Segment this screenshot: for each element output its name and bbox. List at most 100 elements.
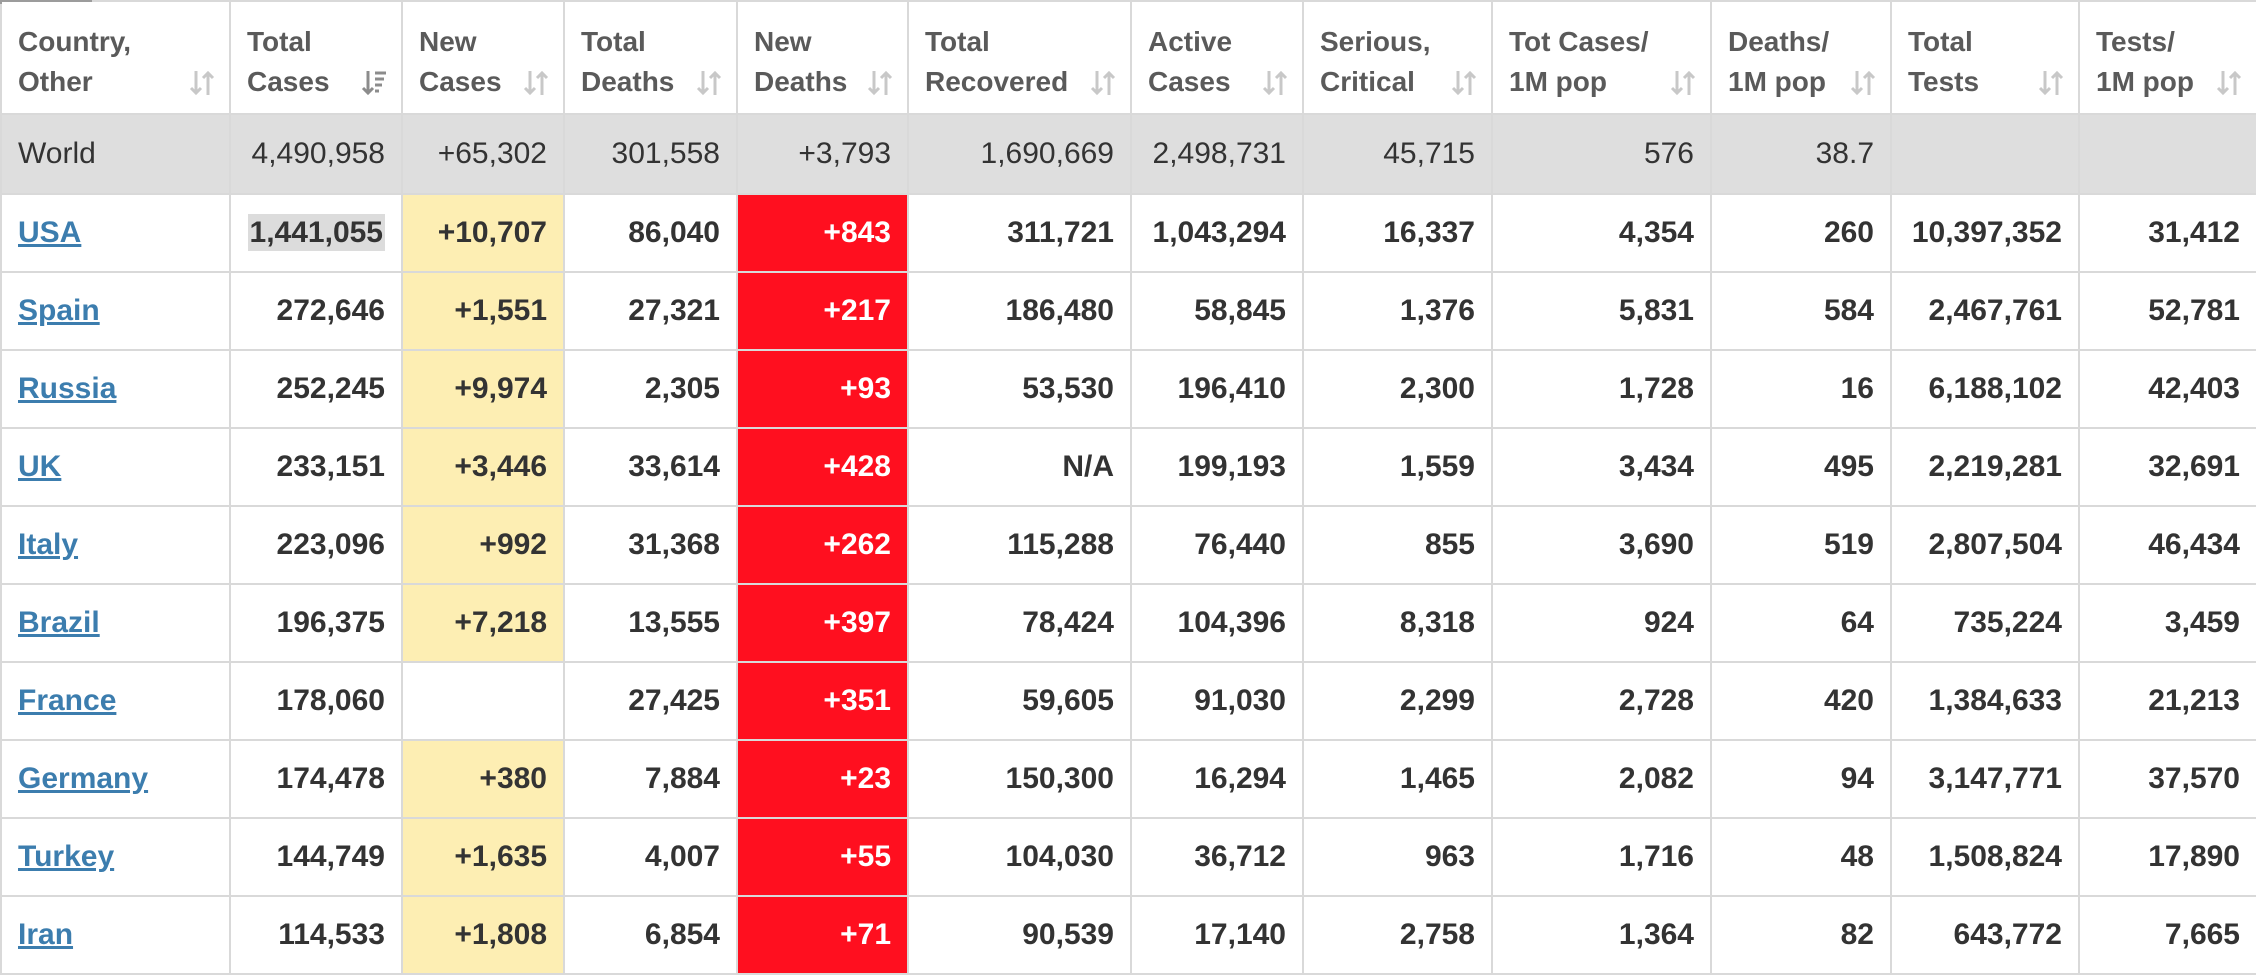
active-cases-cell: 36,712 — [1130, 817, 1304, 897]
total-tests-cell: 1,384,633 — [1890, 661, 2080, 741]
total-deaths-cell: 7,884 — [563, 739, 738, 819]
new-deaths-cell: +3,793 — [736, 113, 909, 195]
column-header-label: Total Tests — [1908, 26, 1980, 97]
total-recovered-cell: 1,690,669 — [907, 113, 1132, 195]
sort-icon[interactable] — [1670, 67, 1696, 99]
column-header-total-recovered[interactable]: Total Recovered — [907, 0, 1132, 115]
tests-per-1m-cell — [2078, 113, 2256, 195]
country-link[interactable]: France — [18, 684, 117, 717]
sort-icon[interactable] — [1850, 67, 1876, 99]
cases-per-1m-cell: 5,831 — [1491, 271, 1712, 351]
header-row: Country, Other Total Cases New Cases Tot… — [0, 0, 2256, 115]
column-header-label: New Deaths — [754, 26, 848, 97]
country-link[interactable]: Italy — [18, 528, 79, 561]
column-header-serious-critical[interactable]: Serious, Critical — [1302, 0, 1493, 115]
total-cases-cell: 178,060 — [229, 661, 403, 741]
deaths-per-1m-cell: 64 — [1710, 583, 1892, 663]
deaths-per-1m-cell: 48 — [1710, 817, 1892, 897]
tests-per-1m-cell: 46,434 — [2078, 505, 2256, 585]
tests-per-1m-cell: 52,781 — [2078, 271, 2256, 351]
tests-per-1m-cell: 37,570 — [2078, 739, 2256, 819]
country-link[interactable]: Spain — [18, 294, 100, 327]
country-link[interactable]: USA — [18, 216, 82, 249]
column-header-label: Active Cases — [1148, 26, 1233, 97]
total-recovered-cell: 150,300 — [907, 739, 1132, 819]
country-link[interactable]: Russia — [18, 372, 117, 405]
country-link[interactable]: UK — [18, 450, 62, 483]
column-header-tests-per-1m[interactable]: Tests/ 1M pop — [2078, 0, 2256, 115]
deaths-per-1m-cell: 16 — [1710, 349, 1892, 429]
new-cases-cell: +7,218 — [401, 583, 565, 663]
table-row: Turkey 144,749 +1,635 4,007 +55 104,030 36,712… — [0, 817, 2256, 897]
tests-per-1m-cell: 31,412 — [2078, 193, 2256, 273]
country-link[interactable]: Iran — [18, 918, 74, 951]
table-row: USA 1,441,055 +10,707 86,040 +843 311,721 1,04… — [0, 193, 2256, 273]
total-recovered-cell: 90,539 — [907, 895, 1132, 975]
table-row: Russia 252,245 +9,974 2,305 +93 53,530 196,410… — [0, 349, 2256, 429]
country-cell: USA — [0, 193, 231, 273]
country-link[interactable]: Brazil — [18, 606, 100, 639]
new-cases-cell: +992 — [401, 505, 565, 585]
sort-icon[interactable] — [523, 67, 549, 99]
deaths-per-1m-cell: 584 — [1710, 271, 1892, 351]
new-cases-cell: +380 — [401, 739, 565, 819]
sort-icon[interactable] — [2216, 67, 2242, 99]
table-body: World 4,490,958 +65,302 301,558 +3,793 1… — [0, 113, 2256, 975]
deaths-per-1m-cell: 519 — [1710, 505, 1892, 585]
total-recovered-cell: 115,288 — [907, 505, 1132, 585]
column-header-total-cases[interactable]: Total Cases — [229, 0, 403, 115]
world-total-row: World 4,490,958 +65,302 301,558 +3,793 1… — [0, 113, 2256, 195]
country-link[interactable]: Germany — [18, 762, 149, 795]
active-cases-cell: 104,396 — [1130, 583, 1304, 663]
total-deaths-cell: 13,555 — [563, 583, 738, 663]
sort-icon[interactable] — [867, 67, 893, 99]
deaths-per-1m-cell: 38.7 — [1710, 113, 1892, 195]
total-deaths-cell: 4,007 — [563, 817, 738, 897]
active-cases-cell: 91,030 — [1130, 661, 1304, 741]
cases-per-1m-cell: 3,690 — [1491, 505, 1712, 585]
serious-critical-cell: 1,376 — [1302, 271, 1493, 351]
total-tests-cell: 735,224 — [1890, 583, 2080, 663]
total-deaths-cell: 86,040 — [563, 193, 738, 273]
total-recovered-cell: 59,605 — [907, 661, 1132, 741]
total-cases-cell: 4,490,958 — [229, 113, 403, 195]
new-cases-cell: +3,446 — [401, 427, 565, 507]
column-header-total-tests[interactable]: Total Tests — [1890, 0, 2080, 115]
new-deaths-cell: +93 — [736, 349, 909, 429]
country-link[interactable]: Turkey — [18, 840, 115, 873]
cases-per-1m-cell: 1,728 — [1491, 349, 1712, 429]
cases-per-1m-cell: 1,716 — [1491, 817, 1712, 897]
column-header-deaths-per-1m[interactable]: Deaths/ 1M pop — [1710, 0, 1892, 115]
column-header-active-cases[interactable]: Active Cases — [1130, 0, 1304, 115]
sort-icon[interactable] — [1090, 67, 1116, 99]
sort-icon[interactable] — [1262, 67, 1288, 99]
sort-icon[interactable] — [2038, 67, 2064, 99]
column-header-label: Deaths/ 1M pop — [1728, 26, 1830, 97]
column-header-label: Serious, Critical — [1320, 26, 1431, 97]
active-cases-cell: 16,294 — [1130, 739, 1304, 819]
serious-critical-cell: 1,465 — [1302, 739, 1493, 819]
total-cases-cell: 144,749 — [229, 817, 403, 897]
column-header-total-deaths[interactable]: Total Deaths — [563, 0, 738, 115]
sort-icon[interactable] — [1451, 67, 1477, 99]
column-header-new-cases[interactable]: New Cases — [401, 0, 565, 115]
tests-per-1m-cell: 21,213 — [2078, 661, 2256, 741]
column-header-label: Total Cases — [247, 26, 330, 97]
country-cell: Russia — [0, 349, 231, 429]
country-cell: Brazil — [0, 583, 231, 663]
column-header-new-deaths[interactable]: New Deaths — [736, 0, 909, 115]
table-row: Italy 223,096 +992 31,368 +262 115,288 76,440 8… — [0, 505, 2256, 585]
cases-per-1m-cell: 924 — [1491, 583, 1712, 663]
new-cases-cell: +65,302 — [401, 113, 565, 195]
total-deaths-cell: 2,305 — [563, 349, 738, 429]
new-deaths-cell: +217 — [736, 271, 909, 351]
column-header-label: New Cases — [419, 26, 502, 97]
sort-desc-icon[interactable] — [361, 67, 387, 99]
column-header-cases-per-1m[interactable]: Tot Cases/ 1M pop — [1491, 0, 1712, 115]
sort-icon[interactable] — [189, 67, 215, 99]
sort-icon[interactable] — [696, 67, 722, 99]
total-tests-cell: 643,772 — [1890, 895, 2080, 975]
total-recovered-cell: 104,030 — [907, 817, 1132, 897]
column-header-label: Country, Other — [18, 26, 132, 97]
column-header-country[interactable]: Country, Other — [0, 0, 231, 115]
